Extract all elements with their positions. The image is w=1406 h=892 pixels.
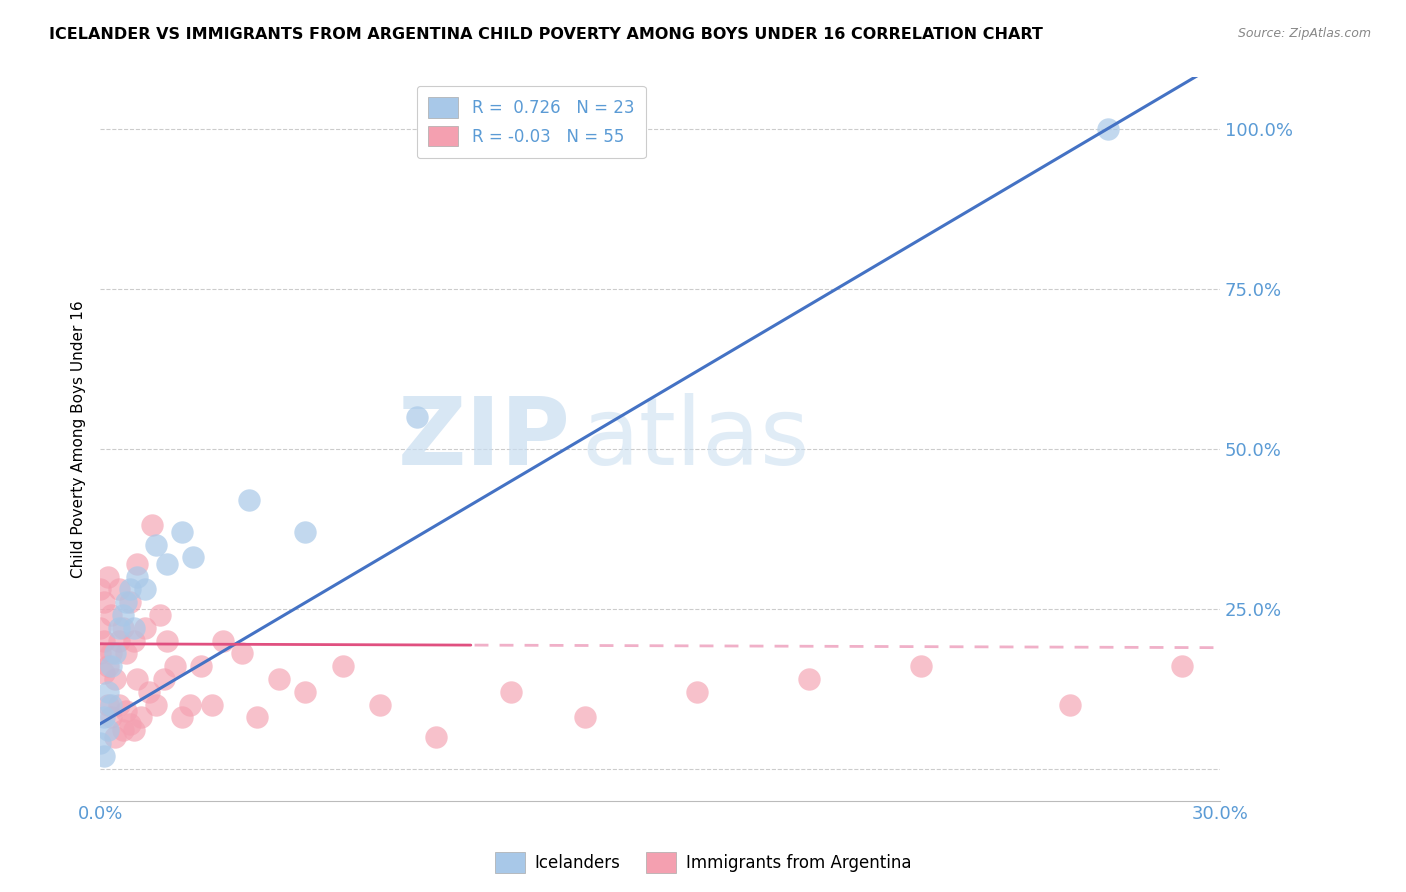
- Point: [93, 595, 115, 609]
- Point: [107, 633, 129, 648]
- Point: [246, 710, 269, 724]
- Point: [100, 607, 122, 622]
- Point: [134, 621, 156, 635]
- Point: [1097, 121, 1119, 136]
- Point: [156, 557, 179, 571]
- Point: [93, 633, 115, 648]
- Point: [368, 698, 391, 712]
- Y-axis label: Child Poverty Among Boys Under 16: Child Poverty Among Boys Under 16: [72, 301, 86, 578]
- Point: [163, 659, 186, 673]
- Point: [111, 723, 134, 738]
- Point: [799, 672, 821, 686]
- Point: [100, 659, 122, 673]
- Point: [100, 698, 122, 712]
- Point: [129, 710, 152, 724]
- Point: [107, 582, 129, 597]
- Point: [127, 557, 149, 571]
- Point: [179, 698, 201, 712]
- Point: [104, 647, 127, 661]
- Point: [122, 621, 145, 635]
- Point: [104, 672, 127, 686]
- Point: [127, 672, 149, 686]
- Text: Source: ZipAtlas.com: Source: ZipAtlas.com: [1237, 27, 1371, 40]
- Point: [104, 730, 127, 744]
- Point: [190, 659, 212, 673]
- Point: [145, 538, 167, 552]
- Text: ICELANDER VS IMMIGRANTS FROM ARGENTINA CHILD POVERTY AMONG BOYS UNDER 16 CORRELA: ICELANDER VS IMMIGRANTS FROM ARGENTINA C…: [49, 27, 1043, 42]
- Point: [499, 685, 522, 699]
- Point: [425, 730, 447, 744]
- Point: [156, 633, 179, 648]
- Point: [172, 710, 194, 724]
- Point: [118, 716, 141, 731]
- Point: [910, 659, 932, 673]
- Point: [111, 607, 134, 622]
- Point: [100, 647, 122, 661]
- Text: ZIP: ZIP: [398, 393, 571, 485]
- Point: [201, 698, 224, 712]
- Point: [97, 569, 120, 583]
- Point: [118, 582, 141, 597]
- Point: [107, 621, 129, 635]
- Point: [172, 524, 194, 539]
- Point: [100, 710, 122, 724]
- Text: atlas: atlas: [582, 393, 810, 485]
- Point: [89, 736, 111, 750]
- Point: [149, 607, 172, 622]
- Point: [134, 582, 156, 597]
- Point: [107, 698, 129, 712]
- Point: [89, 621, 111, 635]
- Point: [89, 647, 111, 661]
- Point: [115, 595, 138, 609]
- Point: [1171, 659, 1194, 673]
- Point: [294, 685, 316, 699]
- Point: [1059, 698, 1081, 712]
- Point: [97, 659, 120, 673]
- Point: [93, 748, 115, 763]
- Point: [97, 698, 120, 712]
- Point: [115, 647, 138, 661]
- Point: [332, 659, 354, 673]
- Point: [212, 633, 235, 648]
- Legend: Icelanders, Immigrants from Argentina: Icelanders, Immigrants from Argentina: [488, 846, 918, 880]
- Point: [115, 704, 138, 718]
- Point: [97, 723, 120, 738]
- Point: [238, 492, 260, 507]
- Point: [127, 569, 149, 583]
- Point: [89, 582, 111, 597]
- Point: [294, 524, 316, 539]
- Point: [97, 685, 120, 699]
- Point: [269, 672, 291, 686]
- Point: [574, 710, 596, 724]
- Point: [686, 685, 709, 699]
- Point: [406, 409, 429, 424]
- Point: [122, 633, 145, 648]
- Point: [111, 621, 134, 635]
- Point: [152, 672, 174, 686]
- Point: [141, 518, 163, 533]
- Point: [122, 723, 145, 738]
- Point: [138, 685, 160, 699]
- Point: [183, 550, 205, 565]
- Point: [93, 710, 115, 724]
- Point: [118, 595, 141, 609]
- Point: [145, 698, 167, 712]
- Point: [231, 647, 253, 661]
- Point: [93, 665, 115, 680]
- Legend: R =  0.726   N = 23, R = -0.03   N = 55: R = 0.726 N = 23, R = -0.03 N = 55: [416, 86, 645, 158]
